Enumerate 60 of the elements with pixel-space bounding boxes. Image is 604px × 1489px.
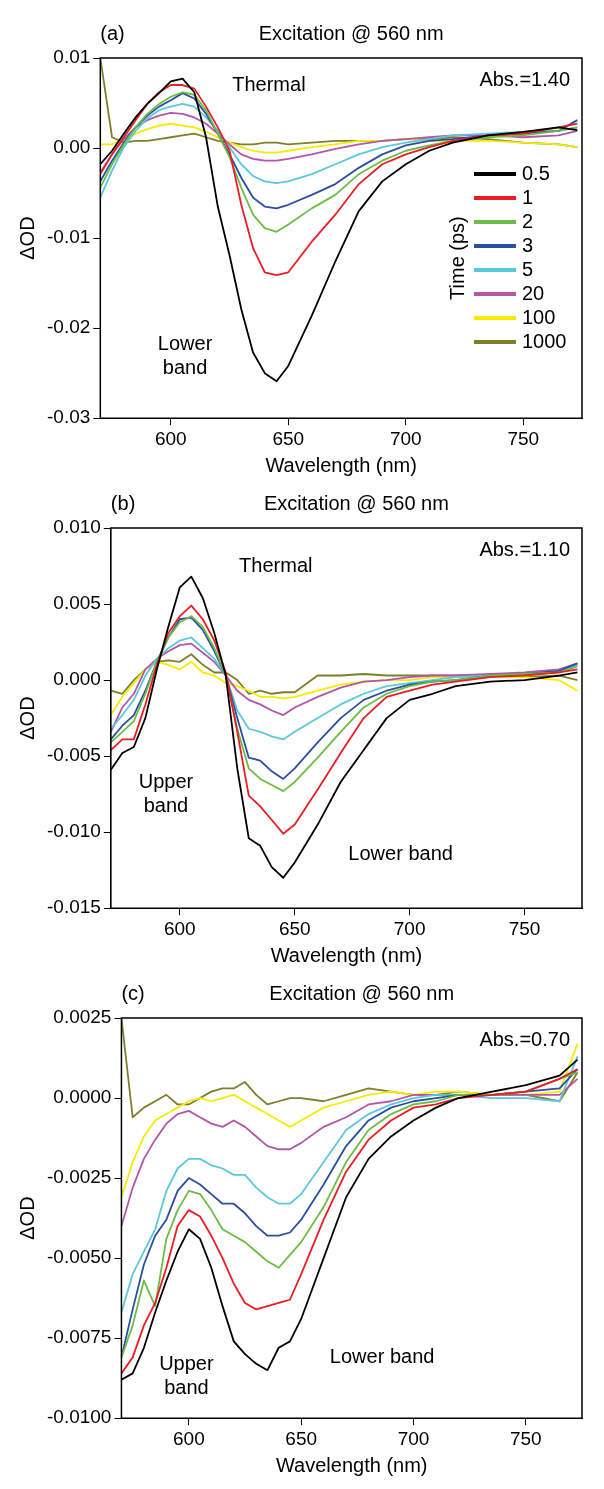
- x-tick-label: 700: [397, 1427, 430, 1449]
- legend-label: 100: [522, 305, 556, 328]
- y-tick-label: 0.000: [53, 668, 101, 690]
- chart-title: Excitation @ 560 nm: [258, 21, 444, 44]
- y-axis-title: ΔOD: [15, 216, 38, 260]
- annotation: Lower band: [329, 1344, 435, 1367]
- x-tick-label: 650: [285, 1427, 318, 1449]
- x-tick-label: 700: [393, 917, 426, 939]
- y-tick-label: -0.015: [47, 896, 101, 918]
- y-tick-label: 0.0000: [53, 1086, 112, 1108]
- x-tick-label: 600: [163, 917, 196, 939]
- legend-label: 20: [522, 281, 545, 304]
- text: (a): [100, 21, 125, 44]
- annotation: Thermal: [239, 553, 313, 576]
- legend-label: 0.5: [522, 161, 550, 184]
- y-tick-label: 0.01: [53, 46, 91, 68]
- x-tick-label: 650: [272, 427, 305, 449]
- x-axis-title: Wavelength (nm): [265, 453, 417, 476]
- y-tick-label: 0.0025: [53, 1006, 112, 1028]
- annotation: Abs.=1.10: [479, 537, 570, 560]
- x-axis-title: Wavelength (nm): [270, 943, 423, 966]
- y-tick-label: -0.005: [47, 744, 101, 766]
- legend-label: 3: [522, 233, 534, 256]
- y-tick-label: -0.03: [46, 406, 91, 428]
- annotation: Thermal: [232, 72, 306, 95]
- y-tick-label: -0.010: [47, 820, 101, 842]
- y-axis-title: ΔOD: [15, 696, 38, 740]
- annotation: Upper band: [138, 769, 194, 816]
- x-tick-label: 750: [509, 1427, 542, 1449]
- legend-label: 1: [522, 185, 534, 208]
- y-tick-label: -0.0075: [46, 1326, 112, 1348]
- chart-title: Excitation @ 560 nm: [264, 491, 449, 514]
- text: (b): [110, 491, 136, 514]
- x-tick-label: 650: [278, 917, 311, 939]
- y-tick-label: 0.00: [53, 136, 91, 158]
- y-tick-label: -0.0025: [46, 1166, 112, 1188]
- x-tick-label: 750: [507, 427, 540, 449]
- x-axis-title: Wavelength (nm): [275, 1453, 428, 1476]
- x-tick-label: 750: [508, 917, 541, 939]
- annotation: Lower band: [157, 332, 213, 379]
- legend-label: 2: [522, 209, 534, 232]
- y-tick-label: -0.01: [46, 226, 91, 248]
- y-tick-label: -0.0100: [46, 1406, 112, 1428]
- y-tick-label: -0.02: [46, 316, 91, 338]
- chart-title: Excitation @ 560 nm: [269, 981, 455, 1004]
- y-axis-title: ΔOD: [15, 1196, 38, 1240]
- y-tick-label: 0.010: [53, 516, 101, 538]
- x-tick-label: 600: [154, 427, 187, 449]
- annotation: Abs.=0.70: [479, 1027, 570, 1050]
- y-tick-label: -0.0050: [46, 1246, 112, 1268]
- annotation: Upper band: [159, 1352, 214, 1399]
- x-tick-label: 700: [389, 427, 422, 449]
- text: (c): [121, 981, 145, 1004]
- annotation: Lower band: [348, 842, 453, 865]
- y-tick-label: 0.005: [53, 592, 101, 614]
- x-tick-label: 600: [172, 1427, 205, 1449]
- legend-label: 1000: [522, 329, 567, 352]
- annotation: Abs.=1.40: [479, 67, 570, 90]
- legend-title: Time (ps): [445, 216, 468, 300]
- legend-label: 5: [522, 257, 534, 280]
